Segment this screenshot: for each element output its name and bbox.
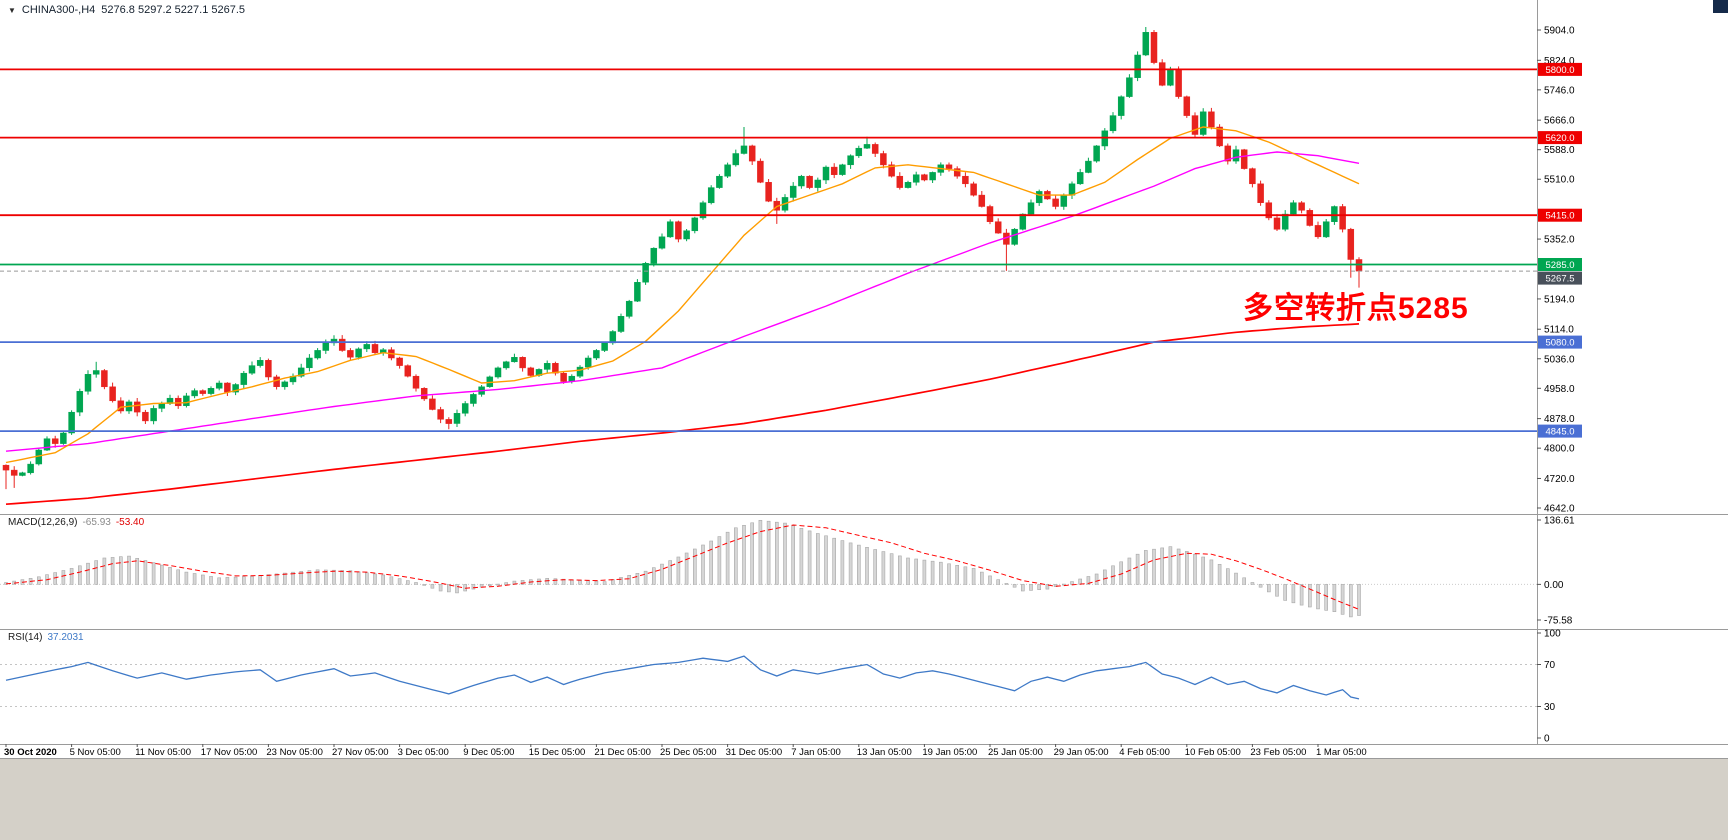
svg-text:21 Dec 05:00: 21 Dec 05:00 [594, 747, 651, 758]
price-axis[interactable]: 5904.0 5824.0 5746.0 5666.0 5588.0 5510.0 5352… [1537, 26, 1575, 515]
svg-text:27 Nov 05:00: 27 Nov 05:00 [332, 747, 389, 758]
current-price-badge: 5267.5 [1538, 271, 1582, 285]
svg-text:5285.0: 5285.0 [1545, 260, 1574, 271]
svg-text:17 Nov 05:00: 17 Nov 05:00 [201, 747, 258, 758]
svg-text:136.61: 136.61 [1544, 516, 1575, 527]
svg-text:4878.0: 4878.0 [1544, 414, 1575, 425]
price-badge-5620.0: 5620.0 [1538, 131, 1582, 145]
rsi-axis[interactable]: 100 70 30 0 [1537, 629, 1561, 745]
svg-text:4720.0: 4720.0 [1544, 474, 1575, 485]
ma-slow-line [5, 323, 1360, 506]
svg-text:5 Nov 05:00: 5 Nov 05:00 [70, 747, 121, 758]
macd-label: MACD(12,26,9) -65.93 -53.40 [8, 517, 144, 528]
candles-layer [2, 27, 1363, 490]
svg-text:5080.0: 5080.0 [1545, 338, 1574, 349]
ma-fast-line [5, 126, 1360, 464]
svg-text:23 Nov 05:00: 23 Nov 05:00 [266, 747, 323, 758]
svg-text:25 Jan 05:00: 25 Jan 05:00 [988, 747, 1043, 758]
svg-text:5666.0: 5666.0 [1544, 116, 1575, 127]
macd-axis[interactable]: 136.61 0.00 -75.58 [1537, 516, 1575, 627]
symbol-title: CHINA300-,H4 [21, 4, 96, 16]
svg-text:5114.0: 5114.0 [1544, 325, 1574, 336]
svg-text:0.00: 0.00 [1544, 580, 1564, 591]
svg-text:3 Dec 05:00: 3 Dec 05:00 [398, 747, 449, 758]
svg-text:5824.0: 5824.0 [1544, 56, 1575, 67]
symbol-header: ▼ CHINA300-,H4 5276.8 5297.2 5227.1 5267… [8, 4, 245, 16]
svg-text:5510.0: 5510.0 [1544, 175, 1575, 186]
svg-text:5267.5: 5267.5 [1545, 274, 1574, 285]
rsi-label: RSI(14) 37.2031 [8, 632, 84, 643]
svg-text:23 Feb 05:00: 23 Feb 05:00 [1250, 747, 1306, 758]
svg-text:70: 70 [1544, 660, 1556, 671]
svg-text:19 Jan 05:00: 19 Jan 05:00 [922, 747, 977, 758]
svg-text:5620.0: 5620.0 [1545, 133, 1574, 144]
svg-text:11 Nov 05:00: 11 Nov 05:00 [135, 747, 191, 758]
time-axis[interactable]: 30 Oct 2020 5 Nov 05:00 11 Nov 05:00 17 Nov… [4, 744, 1367, 758]
rsi-value: 37.2031 [47, 632, 84, 643]
svg-text:10 Feb 05:00: 10 Feb 05:00 [1185, 747, 1241, 758]
svg-text:0: 0 [1544, 734, 1550, 745]
collapse-icon[interactable]: ▼ [8, 5, 16, 15]
svg-text:30 Oct 2020: 30 Oct 2020 [4, 747, 57, 758]
svg-text:29 Jan 05:00: 29 Jan 05:00 [1054, 747, 1109, 758]
macd-signal-line [5, 524, 1360, 610]
svg-text:5036.0: 5036.0 [1544, 354, 1575, 365]
macd-signal-value: -53.40 [115, 517, 145, 528]
svg-text:15 Dec 05:00: 15 Dec 05:00 [529, 747, 586, 758]
price-badge-5080.0: 5080.0 [1538, 335, 1582, 349]
ma-mid-line [5, 151, 1360, 452]
svg-text:5904.0: 5904.0 [1544, 26, 1575, 37]
svg-text:5588.0: 5588.0 [1544, 145, 1575, 156]
svg-text:5415.0: 5415.0 [1545, 211, 1574, 222]
svg-text:4845.0: 4845.0 [1545, 427, 1574, 438]
symbol-ohlc-values: 5276.8 5297.2 5227.1 5267.5 [101, 4, 246, 16]
svg-text:5194.0: 5194.0 [1544, 294, 1575, 305]
price-badge-5415.0: 5415.0 [1538, 208, 1582, 222]
svg-text:25 Dec 05:00: 25 Dec 05:00 [660, 747, 717, 758]
price-badge-5285.0: 5285.0 [1538, 258, 1582, 271]
rsi-line [5, 655, 1360, 700]
window-background [0, 758, 1728, 840]
svg-text:9 Dec 05:00: 9 Dec 05:00 [463, 747, 514, 758]
macd-main-value: -65.93 [82, 517, 111, 528]
svg-text:13 Jan 05:00: 13 Jan 05:00 [857, 747, 912, 758]
svg-text:30: 30 [1544, 702, 1556, 713]
macd-name: MACD(12,26,9) [8, 517, 78, 528]
svg-text:5746.0: 5746.0 [1544, 85, 1575, 96]
rsi-name: RSI(14) [8, 632, 43, 643]
svg-text:100: 100 [1544, 629, 1561, 640]
svg-text:1 Mar 05:00: 1 Mar 05:00 [1316, 747, 1367, 758]
svg-text:-75.58: -75.58 [1544, 616, 1573, 627]
macd-histogram [4, 519, 1361, 618]
svg-text:4800.0: 4800.0 [1544, 444, 1575, 455]
svg-text:7 Jan 05:00: 7 Jan 05:00 [791, 747, 841, 758]
svg-text:5352.0: 5352.0 [1544, 235, 1575, 246]
svg-text:4 Feb 05:00: 4 Feb 05:00 [1119, 747, 1170, 758]
svg-text:31 Dec 05:00: 31 Dec 05:00 [726, 747, 783, 758]
scrollbar-corner [1713, 0, 1728, 13]
svg-text:4642.0: 4642.0 [1544, 504, 1575, 515]
svg-text:5800.0: 5800.0 [1545, 65, 1574, 76]
price-badge-5800.0: 5800.0 [1538, 62, 1582, 76]
annotation-text[interactable]: 多空转折点5285 [1243, 292, 1469, 325]
price-badge-4845.0: 4845.0 [1538, 424, 1582, 438]
svg-text:4958.0: 4958.0 [1544, 384, 1575, 395]
